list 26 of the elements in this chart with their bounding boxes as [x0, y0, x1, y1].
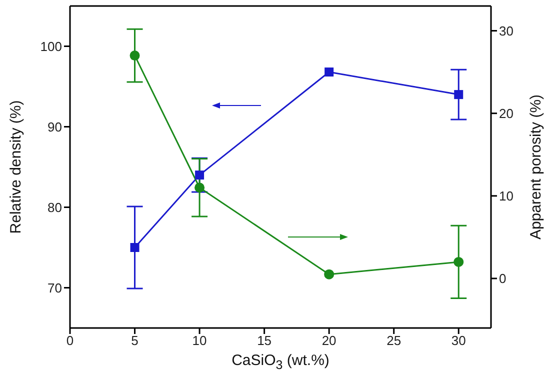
point — [454, 90, 464, 100]
point — [194, 182, 205, 193]
x-tick-label: 30 — [451, 333, 466, 348]
y-tick-label: 80 — [48, 200, 62, 215]
point — [324, 269, 334, 280]
y2-tick-label: 20 — [499, 106, 514, 121]
x-tick-label: 20 — [322, 333, 336, 348]
y2-tick-label: 10 — [499, 188, 514, 204]
point — [324, 68, 334, 77]
y-axis-title: Relative density (%) — [8, 100, 24, 234]
y2-tick-label: 0 — [499, 271, 506, 286]
y-tick-label: 90 — [48, 119, 62, 134]
x-tick-label: 5 — [131, 333, 138, 348]
x-tick-label: 0 — [66, 333, 74, 348]
point — [130, 243, 140, 252]
x-tick-label: 25 — [386, 333, 402, 348]
y-tick-label: 100 — [40, 38, 62, 54]
point — [195, 170, 204, 180]
x-axis-title: CaSiO$_{3}$ (wt.%) — [230, 352, 330, 372]
point — [454, 256, 464, 267]
x-tick-label: 10 — [192, 333, 207, 348]
point — [130, 50, 140, 61]
y2-axis-title: Apparent porosity (%) — [528, 94, 544, 240]
x-tick-label: 15 — [257, 333, 272, 348]
y-tick-label: 70 — [48, 280, 62, 296]
y2-tick-label: 30 — [499, 23, 514, 38]
